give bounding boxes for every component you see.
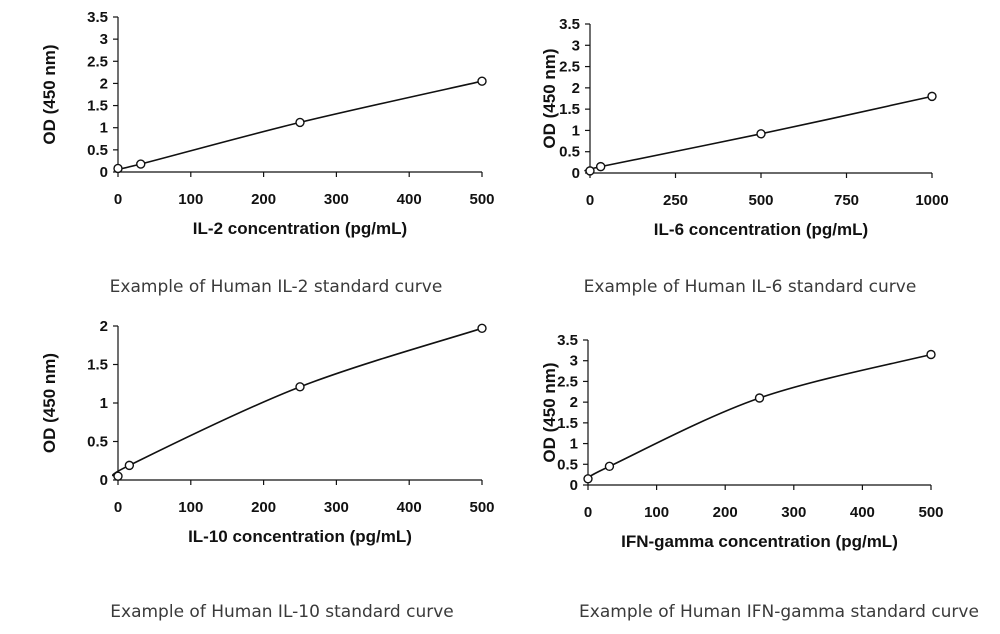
data-point	[756, 129, 766, 139]
x-tick-label: 400	[397, 191, 422, 208]
x-tick-label: 0	[584, 504, 592, 521]
chart-caption: Example of Human IL-10 standard curve	[110, 602, 454, 622]
y-tick-label: 3	[572, 37, 580, 54]
y-tick-label: 1.5	[87, 98, 108, 115]
x-tick-label: 200	[713, 504, 738, 521]
y-tick-label: 2	[570, 394, 578, 411]
x-tick-label: 0	[114, 191, 122, 208]
y-tick-label: 2	[572, 80, 580, 97]
y-tick-label: 0.5	[557, 456, 578, 473]
chart-panel-il6: 0 0.5 1 1.5 2 2.5 3 3.5 0 250 500 750 1000 IL-6 conce…	[500, 0, 1000, 310]
y-tick-label: 3.5	[557, 332, 578, 349]
data-point	[927, 91, 937, 102]
chart-caption: Example of Human IL-6 standard curve	[583, 277, 917, 297]
data-point	[926, 349, 936, 360]
y-tick-label: 0	[572, 165, 580, 182]
standard-curve-line	[117, 80, 483, 170]
y-tick-label: 2.5	[87, 53, 108, 70]
y-axis-title: OD (450 nm)	[540, 362, 559, 462]
x-tick-label: 250	[663, 192, 688, 209]
x-tick-label: 400	[850, 504, 875, 521]
data-point	[477, 76, 487, 86]
x-tick-label: 500	[469, 499, 494, 516]
x-tick-label: 500	[748, 192, 773, 209]
x-tick-label: 500	[469, 191, 494, 208]
y-axis-title: OD (450 nm)	[540, 48, 559, 148]
x-tick-label: 1000	[915, 192, 948, 209]
x-axis-title: IL-10 concentration (pg/mL)	[188, 527, 412, 546]
data-point	[295, 117, 305, 128]
x-tick-label: 0	[586, 192, 594, 209]
x-tick-label: 400	[397, 499, 422, 516]
data-point	[124, 460, 135, 471]
x-tick-label: 100	[178, 191, 203, 208]
data-point	[113, 471, 123, 481]
x-axis-title: IFN-gamma concentration (pg/mL)	[621, 532, 898, 551]
y-tick-label: 1.5	[87, 357, 108, 374]
y-tick-label: 2.5	[557, 373, 578, 390]
y-tick-label: 1	[572, 122, 580, 139]
y-tick-label: 0	[100, 164, 108, 181]
data-point	[604, 461, 615, 472]
chart-caption: Example of Human IL-2 standard curve	[109, 277, 443, 297]
y-tick-label: 3	[100, 31, 108, 48]
y-tick-label: 0.5	[87, 434, 108, 451]
y-tick-label: 1	[100, 395, 108, 412]
y-tick-label: 2	[100, 75, 108, 92]
x-tick-label: 100	[644, 504, 669, 521]
x-tick-label: 100	[178, 499, 203, 516]
x-tick-label: 200	[251, 191, 276, 208]
x-tick-label: 0	[114, 499, 122, 516]
chart-il10: 0 0.5 1 1.5 2 0 100 200 300 400 500 IL-10 concentra…	[40, 318, 495, 546]
x-tick-label: 300	[781, 504, 806, 521]
x-axis-title: IL-6 concentration (pg/mL)	[654, 220, 868, 239]
y-tick-label: 0.5	[559, 144, 580, 161]
chart-ifn-gamma: 0 0.5 1 1.5 2 2.5 3 3.5 0 100 200 300 400 500 IFN-gamm…	[540, 332, 944, 551]
x-tick-label: 300	[324, 499, 349, 516]
chart-panel-ifn-gamma: 0 0.5 1 1.5 2 2.5 3 3.5 0 100 200 300 400 500 IFN-gamm…	[500, 310, 1000, 634]
data-point	[295, 382, 305, 392]
standard-curve-line	[587, 353, 932, 480]
chart-il6: 0 0.5 1 1.5 2 2.5 3 3.5 0 250 500 750 1000 IL-6 conce…	[540, 16, 949, 239]
x-axis-title: IL-2 concentration (pg/mL)	[193, 219, 407, 238]
y-axis-title: OD (450 nm)	[40, 44, 59, 144]
data-point	[136, 159, 146, 169]
x-tick-label: 750	[834, 192, 859, 209]
y-tick-label: 1	[570, 436, 578, 453]
y-tick-label: 0	[100, 472, 108, 489]
y-tick-label: 1	[100, 120, 108, 137]
y-tick-label: 2.5	[559, 59, 580, 76]
y-tick-label: 3	[570, 353, 578, 370]
y-tick-label: 0	[570, 477, 578, 494]
y-tick-label: 1.5	[559, 101, 580, 118]
y-tick-label: 2	[100, 318, 108, 335]
data-point	[585, 166, 595, 176]
data-point	[595, 161, 606, 172]
data-point	[477, 323, 487, 334]
chart-panel-il10: 0 0.5 1 1.5 2 0 100 200 300 400 500 IL-10 concentra…	[0, 310, 500, 634]
y-tick-label: 1.5	[557, 415, 578, 432]
x-tick-label: 500	[918, 504, 943, 521]
data-point	[583, 474, 593, 484]
y-tick-label: 0.5	[87, 142, 108, 159]
y-axis-title: OD (450 nm)	[40, 353, 59, 453]
y-tick-label: 3.5	[559, 16, 580, 33]
x-tick-label: 300	[324, 191, 349, 208]
data-point	[754, 393, 765, 403]
standard-curve-line	[112, 327, 483, 477]
data-point	[113, 163, 123, 174]
x-tick-label: 200	[251, 499, 276, 516]
chart-il2: 0 0.5 1 1.5 2 2.5 3 3.5 0 100 200 300 400 500 IL-2 con…	[40, 9, 495, 238]
chart-caption: Example of Human IFN-gamma standard curv…	[579, 602, 979, 622]
y-tick-label: 3.5	[87, 9, 108, 26]
chart-panel-il2: 0 0.5 1 1.5 2 2.5 3 3.5 0 100 200 300 400 500 IL-2 con…	[0, 0, 500, 310]
